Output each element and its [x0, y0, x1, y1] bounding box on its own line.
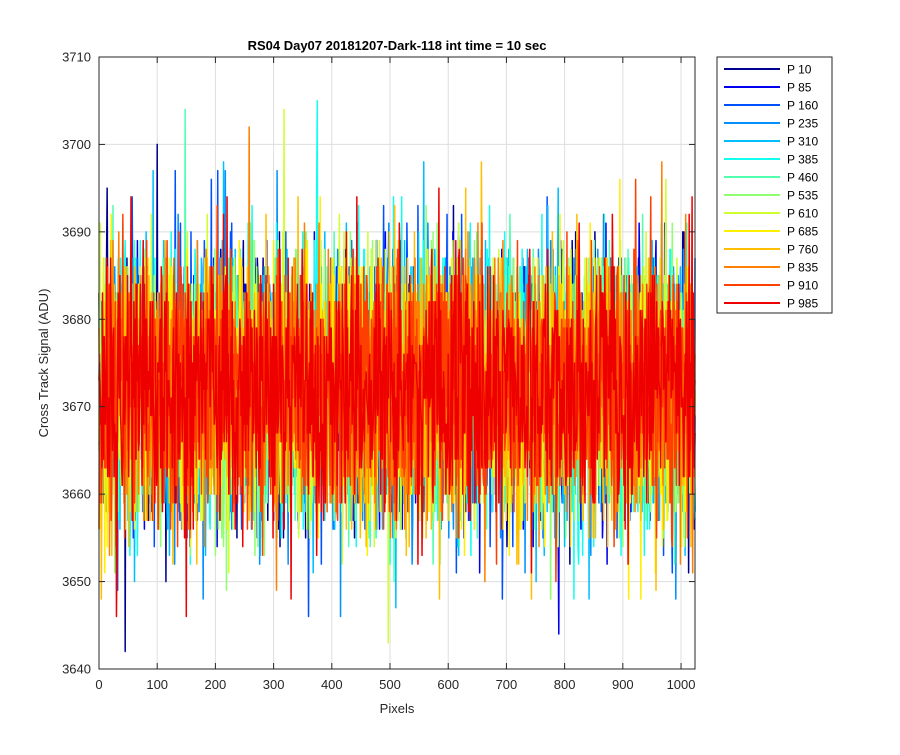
x-tick-label: 800: [554, 677, 576, 692]
y-tick-label: 3710: [62, 50, 91, 65]
legend: P 10 P 85 P 160 P 235 P 310 P 385 P 460 P 535 P …: [716, 56, 833, 314]
y-tick-label: 3660: [62, 487, 91, 502]
y-tick-label: 3650: [62, 574, 91, 589]
legend-box: [716, 56, 833, 314]
legend-label: P 910: [787, 279, 818, 293]
legend-label: P 385: [787, 153, 818, 167]
legend-label: P 460: [787, 171, 818, 185]
legend-label: P 10: [787, 63, 812, 77]
x-tick-label: 200: [205, 677, 227, 692]
x-tick-label: 400: [321, 677, 343, 692]
x-tick-label: 500: [379, 677, 401, 692]
y-tick-label: 3700: [62, 137, 91, 152]
legend-label: P 610: [787, 207, 818, 221]
y-tick-label: 3670: [62, 399, 91, 414]
x-tick-label: 700: [496, 677, 518, 692]
x-axis-label: Pixels: [380, 701, 415, 716]
x-tick-label: 900: [612, 677, 634, 692]
legend-label: P 685: [787, 225, 818, 239]
y-tick-label: 3640: [62, 662, 91, 677]
legend-label: P 85: [787, 81, 812, 95]
chart-title: RS04 Day07 20181207-Dark-118 int time = …: [248, 38, 547, 53]
x-tick-label: 1000: [667, 677, 696, 692]
x-tick-label: 100: [146, 677, 168, 692]
plot-area-frame: [98, 56, 696, 670]
legend-label: P 985: [787, 297, 818, 311]
legend-label: P 310: [787, 135, 818, 149]
x-tick-label: 300: [263, 677, 285, 692]
series-line-p985: [98, 187, 696, 618]
y-tick-label: 3680: [62, 312, 91, 327]
y-axis-label: Cross Track Signal (ADU): [36, 289, 51, 438]
series-layer: [98, 99, 696, 653]
legend-items: P 10 P 85 P 160 P 235 P 310 P 385 P 460 P 535 P …: [724, 63, 818, 311]
legend-label: P 160: [787, 99, 818, 113]
x-tick-label: 600: [437, 677, 459, 692]
y-tick-label: 3690: [62, 224, 91, 239]
tick-layer: 0 100 200 300 400 500 600 700 800 900 1000 3640 3650…: [62, 50, 695, 693]
legend-label: P 235: [787, 117, 818, 131]
legend-label: P 835: [787, 261, 818, 275]
x-tick-label: 0: [95, 677, 102, 692]
legend-label: P 535: [787, 189, 818, 203]
legend-label: P 760: [787, 243, 818, 257]
